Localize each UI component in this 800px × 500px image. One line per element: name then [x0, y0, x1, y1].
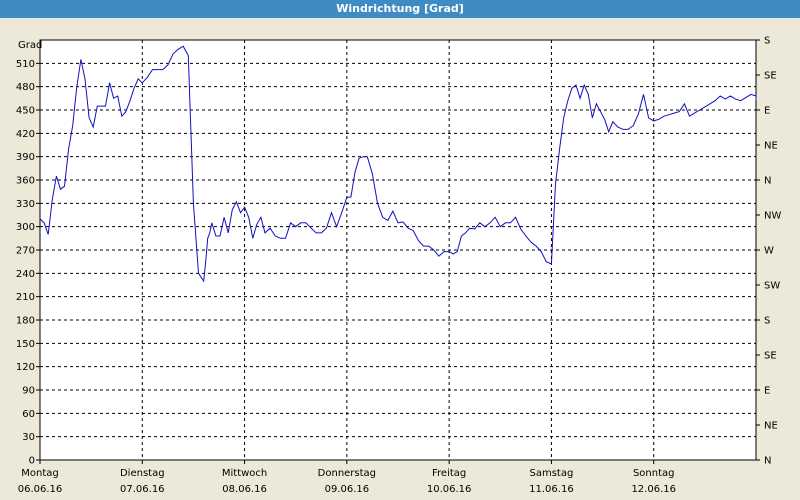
- y-tick-label: 510: [16, 59, 35, 70]
- x-tick-date-label: 08.06.16: [222, 484, 267, 495]
- y-axis-label: Grad: [18, 40, 42, 51]
- x-tick-date-label: 12.06.16: [631, 484, 676, 495]
- x-tick-day-label: Sonntag: [633, 468, 675, 479]
- y-right-tick-label: SE: [764, 351, 777, 362]
- chart-title: Windrichtung [Grad]: [0, 0, 800, 18]
- y-right-tick-label: W: [764, 246, 774, 257]
- x-tick-day-label: Samstag: [530, 468, 574, 479]
- x-tick-date-label: 07.06.16: [120, 484, 165, 495]
- y-tick-label: 450: [16, 106, 35, 117]
- y-gridlines: [36, 62, 756, 461]
- x-gridlines: [39, 40, 655, 464]
- y-right-tick-label: SE: [764, 71, 777, 82]
- y-tick-label: 240: [16, 269, 35, 280]
- y-tick-label: 270: [16, 246, 35, 257]
- y-tick-label: 90: [22, 386, 35, 397]
- y-tick-label: 210: [16, 292, 35, 303]
- x-tick-day-label: Donnerstag: [318, 468, 376, 479]
- y-tick-label: 150: [16, 339, 35, 350]
- y-tick-label: 0: [29, 456, 35, 467]
- y-right-tick-label: NE: [764, 141, 778, 152]
- y-right-tick-label: S: [764, 316, 770, 327]
- y-right-tick-label: N: [764, 176, 771, 187]
- x-tick-labels: Montag 06.06.16 Dienstag 07.06.16 Mittwoch 08…: [18, 468, 676, 495]
- y-tick-label: 30: [22, 432, 35, 443]
- y-tick-label: 420: [16, 129, 35, 140]
- y-tick-label: 120: [16, 362, 35, 373]
- y-right-tick-label: S: [764, 36, 770, 47]
- x-tick-date-label: 10.06.16: [427, 484, 472, 495]
- x-tick-day-label: Mittwoch: [222, 468, 267, 479]
- y-tick-label: 60: [22, 409, 35, 420]
- x-tick-date-label: 06.06.16: [18, 484, 63, 495]
- y-right-tick-label: SW: [764, 281, 780, 292]
- y-tick-label: 300: [16, 222, 35, 233]
- x-tick-day-label: Dienstag: [120, 468, 165, 479]
- x-tick-day-label: Montag: [21, 468, 58, 479]
- y-right-tick-label: NE: [764, 421, 778, 432]
- y-tick-label: 480: [16, 82, 35, 93]
- y-right-tick-label: E: [764, 386, 770, 397]
- y-tick-label: 180: [16, 316, 35, 327]
- y-right-tick-labels: N NE E SE S SW W NW N NE E SE S: [756, 36, 781, 467]
- x-tick-day-label: Freitag: [432, 468, 466, 479]
- y-right-tick-label: N: [764, 456, 771, 467]
- y-right-tick-label: NW: [764, 211, 781, 222]
- x-tick-date-label: 11.06.16: [529, 484, 574, 495]
- x-tick-date-label: 09.06.16: [325, 484, 370, 495]
- y-tick-label: 360: [16, 176, 35, 187]
- y-tick-label: 330: [16, 199, 35, 210]
- y-tick-label: 390: [16, 152, 35, 163]
- series-line: [39, 45, 757, 283]
- y-right-tick-label: E: [764, 106, 770, 117]
- y-left-tick-labels: 0 30 60 90 120 150 180 210 240 270 300 330 360 390 420…: [16, 59, 35, 467]
